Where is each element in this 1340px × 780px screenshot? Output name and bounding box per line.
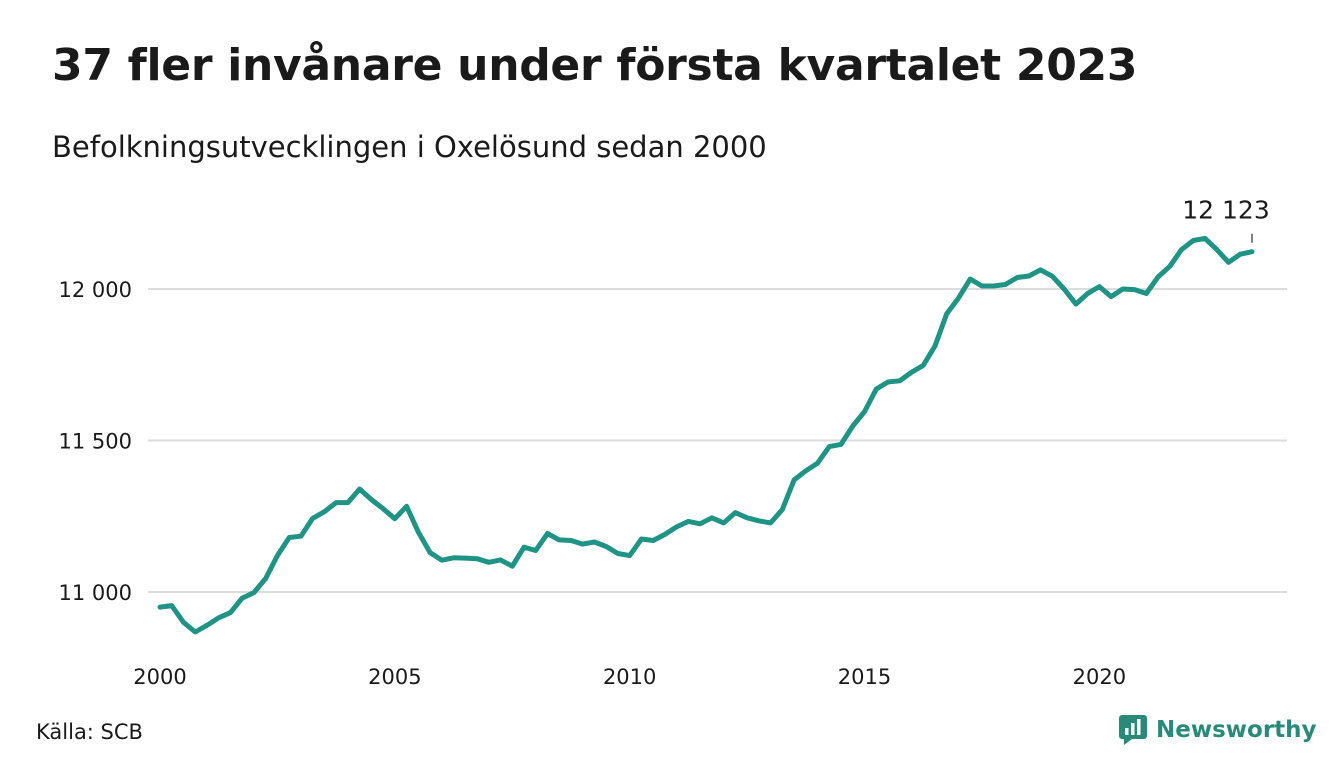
x-tick-label: 2015 [838,665,891,689]
newsworthy-logo-icon [1119,715,1147,745]
x-tick-label: 2000 [133,665,186,689]
x-tick-label: 2010 [603,665,656,689]
end-value-label: 12 123 [1182,196,1269,225]
y-tick-label: 12 000 [59,278,132,302]
x-tick-label: 2005 [368,665,421,689]
chart-subtitle: Befolkningsutvecklingen i Oxelösund seda… [52,130,767,164]
grid-lines [148,288,1287,593]
chart-title: 37 fler invånare under första kvartalet … [52,40,1138,91]
y-axis-ticks: 11 000 11 500 12 000 [59,278,132,605]
brand-logo[interactable]: Newsworthy [1118,714,1317,746]
y-tick-label: 11 500 [59,430,132,454]
brand-name: Newsworthy [1156,717,1317,743]
x-tick-label: 2020 [1073,665,1126,689]
x-axis-ticks: 2000 2005 2010 2015 2020 [133,665,1126,689]
source-note: Källa: SCB [36,720,143,744]
population-line [157,235,1255,635]
y-tick-label: 11 000 [59,581,132,605]
